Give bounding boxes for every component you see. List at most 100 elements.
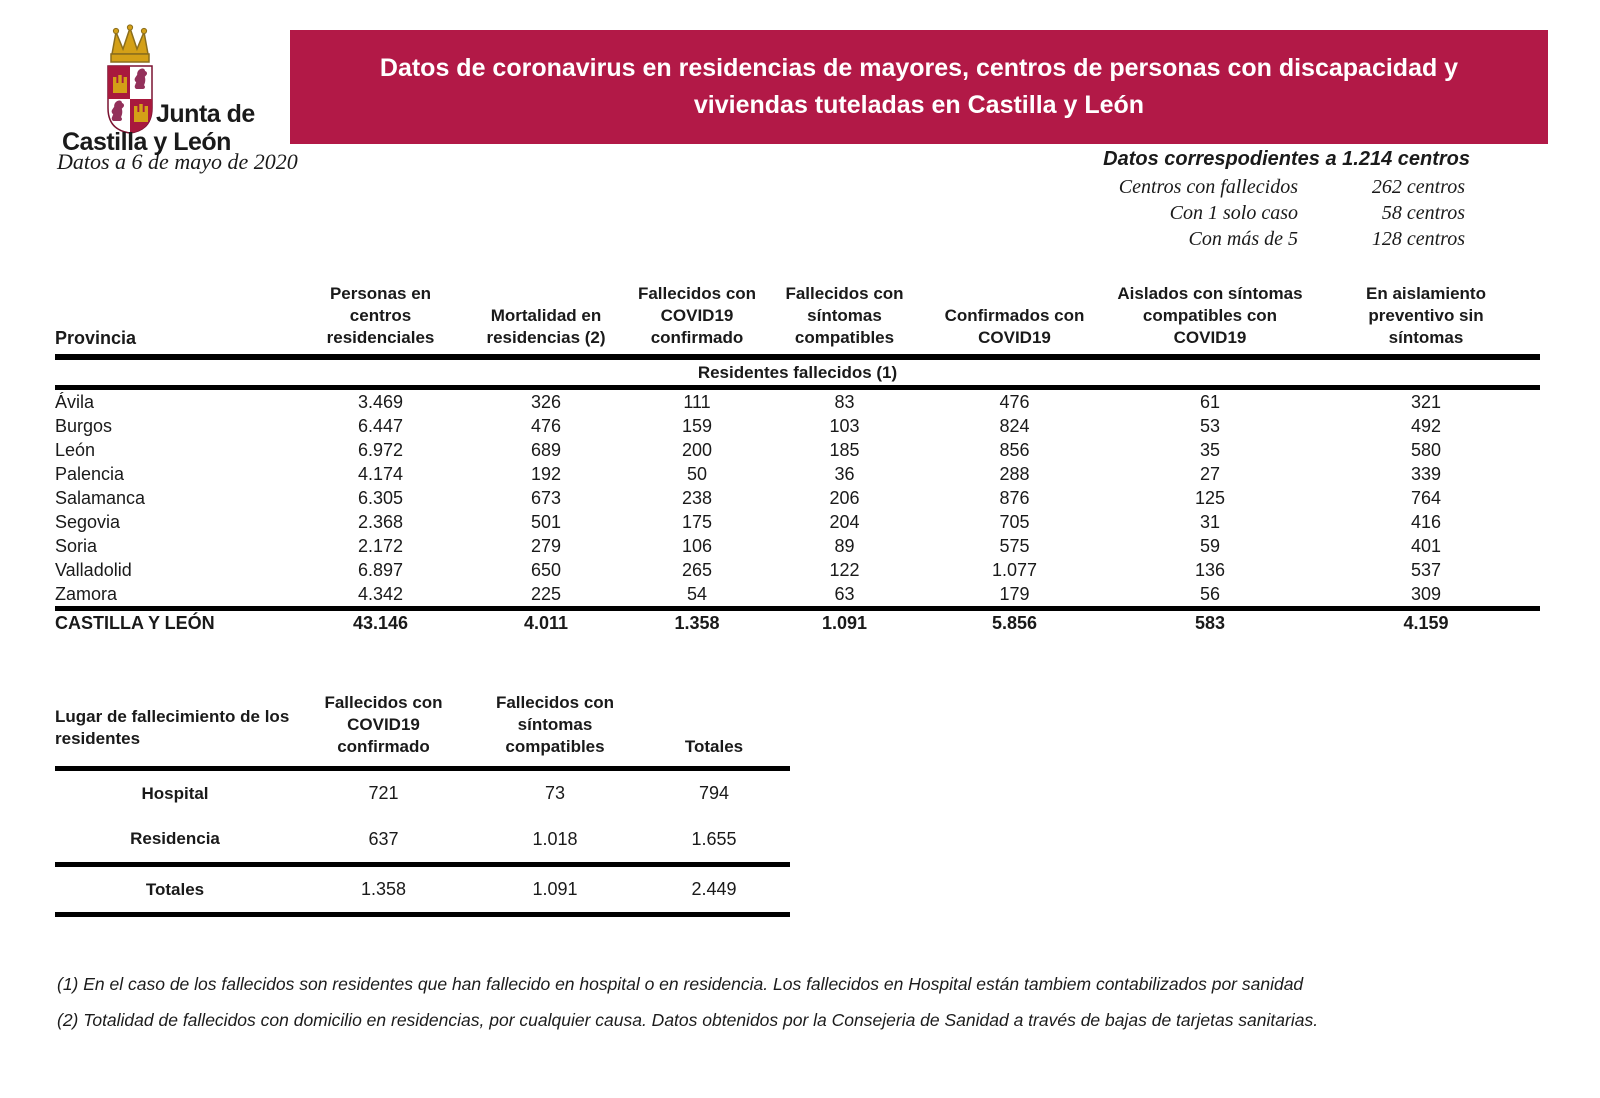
- value-cell: 326: [530, 391, 562, 412]
- value-cell: 225: [530, 583, 562, 604]
- value-cell: 265: [681, 559, 713, 580]
- table-row: Palencia 4.174 192 50 36 288 27 339: [55, 462, 1540, 486]
- value-cell: 824: [999, 415, 1030, 436]
- value-cell: 689: [530, 439, 562, 460]
- value-cell: 206: [829, 487, 860, 508]
- value-cell: 764: [1410, 487, 1442, 508]
- value-cell: 136: [1194, 559, 1226, 580]
- value-cell: 1.077: [991, 559, 1038, 580]
- banner-title-line2: viviendas tuteladas en Castilla y León: [693, 91, 1145, 119]
- footnote-1: (1) En el caso de los fallecidos son res…: [57, 974, 1304, 994]
- value-cell: 89: [834, 535, 855, 556]
- death-location-table: Lugar de fallecimiento de los residentes…: [55, 692, 790, 917]
- centers-summary-label: Centros con fallecidos: [1118, 176, 1298, 198]
- total-value-cell: 5.856: [991, 612, 1038, 633]
- table-row: Zamora 4.342 225 54 63 179 56 309: [55, 582, 1540, 609]
- value-cell: 200: [681, 439, 713, 460]
- centers-summary-row: Con más de 5 128 centros: [1000, 228, 1465, 254]
- table-row: Valladolid 6.897 650 265 122 1.077 136 5…: [55, 558, 1540, 582]
- table-header-row: Lugar de fallecimiento de los residentes…: [55, 692, 790, 769]
- column-header: Fallecidos con COVID19 confirmado: [324, 693, 443, 756]
- centers-summary-label: Con más de 5: [1188, 228, 1298, 250]
- centers-summary-value: 128 centros: [1371, 228, 1465, 250]
- column-header: Confirmados con COVID19: [944, 306, 1085, 347]
- logo-org-name-line2: Castilla y León: [62, 128, 231, 156]
- table-row: Ávila 3.469 326 111 83 476 61 321: [55, 388, 1540, 415]
- value-cell: 111: [683, 391, 711, 412]
- column-header: Fallecidos con síntomas compatibles: [495, 693, 615, 756]
- subheader-label: Residentes fallecidos (1): [697, 362, 898, 382]
- title-banner: Datos de coronavirus en residencias de m…: [290, 30, 1548, 144]
- province-cell: Soria: [55, 535, 98, 556]
- value-cell: 122: [829, 559, 860, 580]
- column-header: Totales: [684, 737, 744, 756]
- value-cell: 6.305: [357, 487, 404, 508]
- value-cell: 53: [1199, 415, 1221, 436]
- value-cell: 61: [1199, 391, 1221, 412]
- column-header-place: Lugar de fallecimiento de los residentes: [55, 707, 290, 748]
- province-cell: Ávila: [55, 391, 95, 412]
- value-cell: 36: [834, 463, 855, 484]
- table-row: Soria 2.172 279 106 89 575 59 401: [55, 534, 1540, 558]
- column-header: Aislados con síntomas compatibles con CO…: [1117, 284, 1303, 347]
- footnote-2: (2) Totalidad de fallecidos con domicili…: [57, 1010, 1319, 1030]
- value-cell: 125: [1194, 487, 1226, 508]
- total-value-cell: 583: [1194, 612, 1226, 633]
- value-cell: 2.172: [357, 535, 404, 556]
- value-cell: 321: [1410, 391, 1442, 412]
- report-date: Datos a 6 de mayo de 2020: [57, 149, 298, 174]
- total-value-cell: 1.091: [821, 612, 868, 633]
- value-cell: 6.897: [357, 559, 404, 580]
- value-cell: 6.972: [357, 439, 404, 460]
- value-cell: 339: [1410, 463, 1442, 484]
- value-cell: 279: [530, 535, 562, 556]
- value-cell: 537: [1410, 559, 1442, 580]
- junta-castilla-leon-crest-icon: [106, 24, 154, 139]
- value-cell: 4.342: [357, 583, 404, 604]
- column-header: Fallecidos con COVID19 confirmado: [637, 284, 757, 347]
- table-row: Hospital 721 73 794: [55, 769, 790, 817]
- value-cell: 288: [999, 463, 1030, 484]
- table-row: Salamanca 6.305 673 238 206 876 125 764: [55, 486, 1540, 510]
- value-cell: 73: [544, 783, 566, 804]
- value-cell: 794: [698, 783, 730, 804]
- table-row: León 6.972 689 200 185 856 35 580: [55, 438, 1540, 462]
- value-cell: 1.018: [532, 828, 578, 849]
- value-cell: 31: [1199, 511, 1221, 532]
- value-cell: 673: [530, 487, 562, 508]
- table-total-row: Totales 1.358 1.091 2.449: [55, 864, 790, 915]
- column-header: Mortalidad en residencias (2): [486, 306, 606, 347]
- place-cell: Hospital: [141, 783, 209, 803]
- total-value-cell: 4.159: [1403, 612, 1449, 633]
- value-cell: 575: [999, 535, 1030, 556]
- value-cell: 476: [530, 415, 562, 436]
- value-cell: 56: [1199, 583, 1221, 604]
- column-header-provincia: Provincia: [55, 328, 137, 348]
- centers-summary-label: Con 1 solo caso: [1169, 202, 1298, 224]
- total-label-cell: CASTILLA Y LEÓN: [55, 612, 215, 633]
- value-cell: 580: [1410, 439, 1442, 460]
- value-cell: 637: [368, 828, 399, 849]
- value-cell: 185: [829, 439, 860, 460]
- total-value-cell: 4.011: [523, 612, 569, 633]
- place-cell: Residencia: [130, 829, 220, 849]
- province-cell: Segovia: [55, 511, 121, 532]
- logo-org-name-line1: Junta de: [156, 100, 255, 128]
- table-row: Burgos 6.447 476 159 103 824 53 492: [55, 414, 1540, 438]
- value-cell: 416: [1410, 511, 1442, 532]
- value-cell: 2.368: [357, 511, 404, 532]
- total-value-cell: 43.146: [352, 612, 409, 633]
- value-cell: 492: [1410, 415, 1442, 436]
- value-cell: 476: [999, 391, 1030, 412]
- value-cell: 175: [681, 511, 713, 532]
- total-value-cell: 1.358: [360, 879, 407, 899]
- banner-title-line1: Datos de coronavirus en residencias de m…: [379, 54, 1459, 82]
- value-cell: 856: [999, 439, 1030, 460]
- value-cell: 179: [999, 583, 1030, 604]
- total-value-cell: 1.091: [532, 879, 578, 899]
- value-cell: 159: [681, 415, 713, 436]
- value-cell: 27: [1199, 463, 1221, 484]
- table-subheader-row: Residentes fallecidos (1): [55, 357, 1540, 388]
- province-cell: Valladolid: [55, 559, 132, 580]
